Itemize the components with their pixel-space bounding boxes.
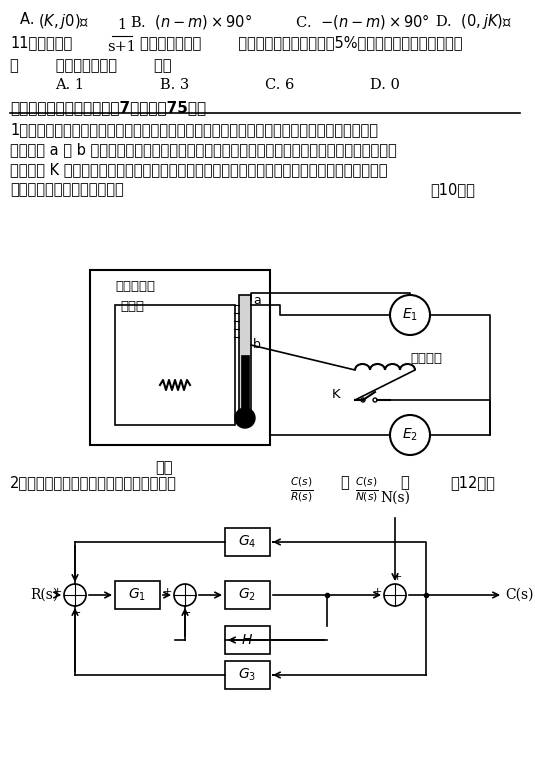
Text: ，: ， — [340, 475, 349, 490]
Text: 电器触点 K 的开、闭而接通或断开电阻丝的电源，以达到自动调温的目的。试说明该系统的控制: 电器触点 K 的开、闭而接通或断开电阻丝的电源，以达到自动调温的目的。试说明该系… — [10, 162, 387, 177]
Text: $H$: $H$ — [241, 633, 253, 647]
Text: 11、一阶系统: 11、一阶系统 — [10, 35, 72, 50]
Bar — [241, 355, 249, 415]
Bar — [225, 528, 270, 556]
Text: 的时间常数是（        ），单位阶跃响应保持在5%的误差带所需的调节时间是: 的时间常数是（ ），单位阶跃响应保持在5%的误差带所需的调节时间是 — [140, 35, 462, 50]
Text: $G_2$: $G_2$ — [238, 587, 256, 603]
Text: C. 6: C. 6 — [265, 78, 294, 92]
Bar — [115, 581, 160, 609]
Text: A.: A. — [20, 12, 44, 27]
Bar — [90, 270, 270, 445]
Text: 电阻丝: 电阻丝 — [120, 300, 144, 313]
Text: 三、理论分析与基本计算（7小题，共75分）: 三、理论分析与基本计算（7小题，共75分） — [10, 100, 206, 115]
Text: 过程，并画出系统的方框图。: 过程，并画出系统的方框图。 — [10, 182, 124, 197]
Text: 1: 1 — [118, 18, 127, 32]
Text: 水银温度计: 水银温度计 — [115, 280, 155, 293]
Text: B.  $(n-m)\times90°$: B. $(n-m)\times90°$ — [130, 12, 252, 31]
Text: 电炉: 电炉 — [155, 460, 172, 475]
Text: $G_1$: $G_1$ — [128, 587, 146, 603]
Bar — [225, 661, 270, 689]
Text: C.  $-(n-m)\times90°$: C. $-(n-m)\times90°$ — [295, 12, 430, 31]
Text: +: + — [372, 587, 382, 597]
Text: b: b — [253, 338, 261, 352]
Bar — [225, 581, 270, 609]
Text: 两个触点 a 和 b 接在常闭继电器的线圈电路中，它随着水银柱的升降而接通或断开，通过控制继: 两个触点 a 和 b 接在常闭继电器的线圈电路中，它随着水银柱的升降而接通或断开… — [10, 142, 397, 157]
Text: a: a — [253, 294, 261, 307]
Text: N(s): N(s) — [380, 491, 410, 505]
Text: $E_2$: $E_2$ — [402, 427, 418, 443]
Text: D. 0: D. 0 — [370, 78, 400, 92]
Text: R(s): R(s) — [30, 588, 58, 602]
Text: 感应线圈: 感应线圈 — [410, 352, 442, 365]
Text: 2、某系统方框图如下，请用梅森公式求：: 2、某系统方框图如下，请用梅森公式求： — [10, 475, 177, 490]
Text: s+1: s+1 — [108, 40, 136, 54]
Bar — [225, 626, 270, 654]
Text: $G_3$: $G_3$ — [238, 667, 256, 683]
Text: +: + — [52, 587, 62, 597]
Text: 1、炉温闭环控制系统如下图所示，电阻丝电源的通断由接触式水银温度计控制，水银温度计的: 1、炉温闭环控制系统如下图所示，电阻丝电源的通断由接触式水银温度计控制，水银温度… — [10, 122, 378, 137]
Text: +: + — [163, 587, 172, 597]
Text: B. 3: B. 3 — [160, 78, 189, 92]
Text: C(s): C(s) — [505, 588, 533, 602]
Text: $\frac{C(s)}{N(s)}$: $\frac{C(s)}{N(s)}$ — [355, 475, 379, 503]
Text: （12分）: （12分） — [450, 475, 495, 490]
Text: $E_1$: $E_1$ — [402, 307, 418, 323]
Circle shape — [235, 408, 255, 428]
Bar — [239, 295, 251, 420]
Text: −: − — [182, 608, 192, 618]
Text: K: K — [331, 389, 340, 402]
Text: 。: 。 — [400, 475, 409, 490]
Text: $\frac{C(s)}{R(s)}$: $\frac{C(s)}{R(s)}$ — [290, 475, 314, 503]
Text: +: + — [392, 572, 402, 582]
Text: （10分）: （10分） — [430, 182, 475, 197]
Text: $(K, j0)$点: $(K, j0)$点 — [38, 12, 89, 31]
Text: −: − — [72, 608, 82, 618]
Text: D.  $(0, jK)$点: D. $(0, jK)$点 — [435, 12, 512, 31]
Text: $G_4$: $G_4$ — [238, 534, 256, 550]
Bar — [115, 305, 235, 425]
Text: （        ），超调量是（        ）。: （ ），超调量是（ ）。 — [10, 58, 172, 73]
Text: A. 1: A. 1 — [55, 78, 84, 92]
